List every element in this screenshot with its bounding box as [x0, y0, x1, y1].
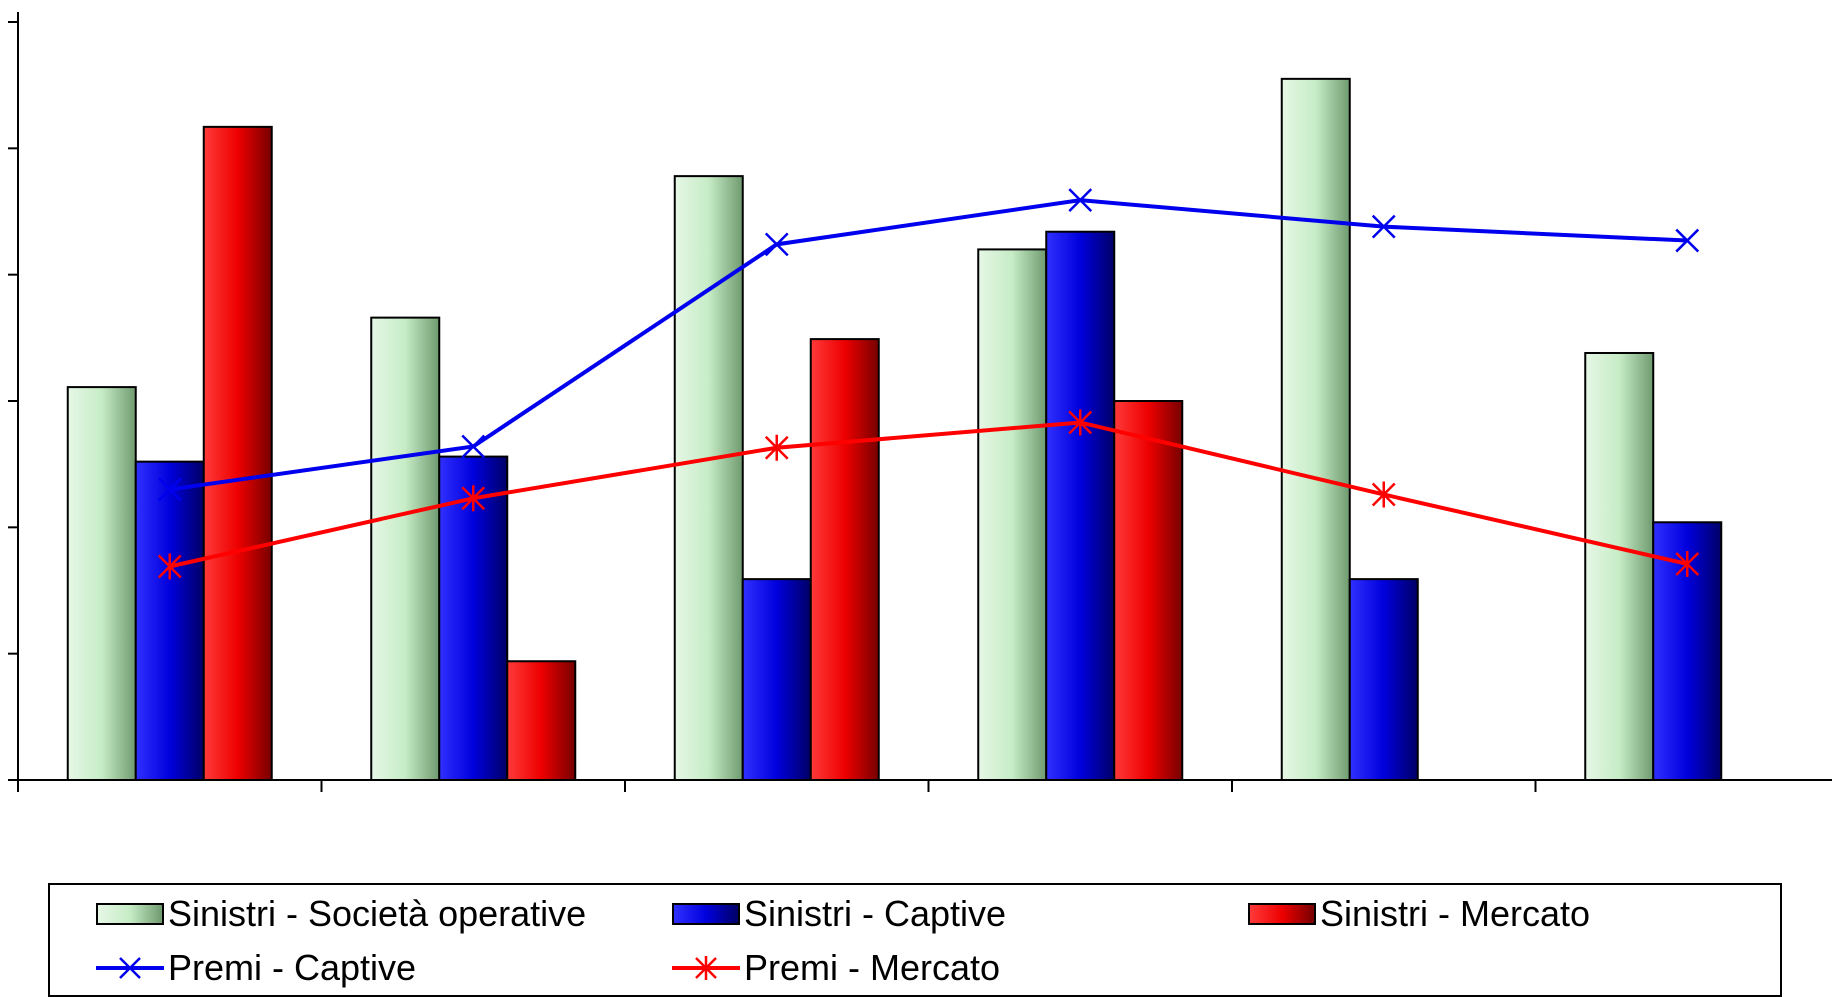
marker-0-0 [157, 477, 182, 502]
marker-1-3 [1068, 409, 1093, 436]
marker-0-3 [1068, 188, 1093, 213]
marker-1-0 [157, 553, 182, 580]
marker-1-5 [1675, 550, 1700, 577]
legend-swatch-green [96, 903, 164, 925]
legend-line-x-icon [96, 957, 164, 979]
legend-swatch-blue [672, 903, 740, 925]
bars-layer [66, 77, 1723, 782]
bar-2-2 [809, 338, 880, 781]
axes-layer [8, 12, 1832, 792]
legend-label: Sinistri - Mercato [1320, 893, 1591, 934]
legend: Sinistri - Società operative Sinistri - … [48, 883, 1782, 997]
bar-1-3 [1045, 230, 1116, 782]
marker-0-1 [461, 434, 486, 459]
bar-0-2 [673, 175, 744, 782]
bar-2-3 [1113, 400, 1184, 781]
bar-0-5 [1584, 351, 1655, 781]
legend-item-premi-captive: Premi - Captive [96, 943, 416, 993]
marker-0-4 [1371, 214, 1396, 239]
legend-label: Premi - Mercato [744, 947, 1001, 988]
legend-label: Premi - Captive [168, 947, 417, 988]
marker-1-2 [764, 434, 789, 461]
marker-1-1 [461, 485, 486, 512]
legend-label: Sinistri - Captive [744, 893, 1007, 934]
bar-0-1 [370, 316, 441, 781]
marker-0-5 [1675, 228, 1700, 253]
bar-0-0 [66, 386, 137, 781]
legend-item-sinistri-societa: Sinistri - Società operative [96, 889, 586, 939]
legend-swatch-red [1248, 903, 1316, 925]
bar-1-2 [741, 578, 812, 781]
marker-0-2 [764, 232, 789, 257]
legend-item-sinistri-mercato: Sinistri - Mercato [1248, 889, 1590, 939]
legend-label: Sinistri - Società operative [168, 893, 587, 934]
legend-item-sinistri-captive: Sinistri - Captive [672, 889, 1006, 939]
marker-1-4 [1371, 481, 1396, 508]
bar-1-4 [1348, 578, 1419, 781]
lines-layer [157, 188, 1700, 580]
chart [8, 12, 1832, 792]
line-series-0 [169, 198, 1688, 492]
bar-1-0 [134, 460, 205, 781]
bar-0-4 [1280, 77, 1351, 782]
line-series-1 [169, 420, 1688, 569]
bar-2-1 [506, 660, 577, 781]
bar-2-0 [202, 125, 273, 781]
bar-0-3 [977, 248, 1048, 781]
legend-line-asterisk-icon [672, 956, 740, 980]
legend-item-premi-mercato: Premi - Mercato [672, 943, 1000, 993]
